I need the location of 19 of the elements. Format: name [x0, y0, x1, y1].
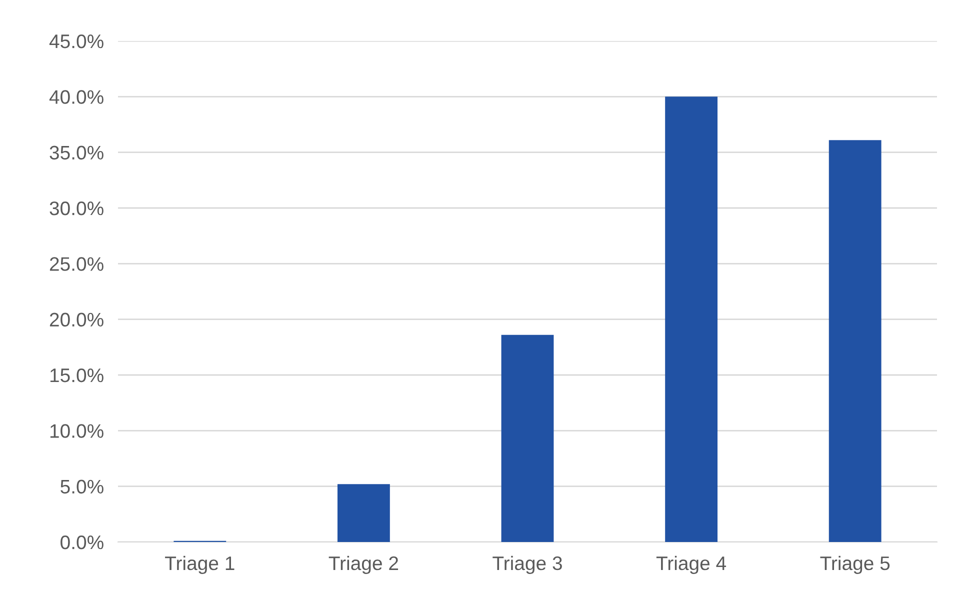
bar — [665, 96, 718, 542]
x-tick-label: Triage 3 — [492, 556, 562, 574]
y-tick-label: 25.0% — [50, 257, 104, 271]
y-tick-label: 35.0% — [50, 146, 104, 160]
x-tick-label: Triage 5 — [820, 556, 890, 574]
x-tick-label: Triage 2 — [328, 556, 398, 574]
y-tick-label: 40.0% — [49, 90, 104, 104]
y-tick-label: 45.0% — [49, 34, 104, 48]
y-tick-label: 30.0% — [50, 201, 104, 216]
y-tick-label: 20.0% — [50, 312, 104, 327]
bar — [501, 334, 554, 542]
bar — [337, 484, 390, 542]
bar — [828, 140, 882, 542]
y-tick-label: 5.0% — [60, 480, 104, 494]
y-tick-label: 0.0% — [60, 535, 104, 550]
x-tick-label: Triage 1 — [165, 556, 234, 574]
y-tick-label: 10.0% — [50, 424, 104, 438]
x-tick-label: Triage 4 — [656, 556, 726, 574]
y-tick-label: 15.0% — [50, 368, 104, 382]
